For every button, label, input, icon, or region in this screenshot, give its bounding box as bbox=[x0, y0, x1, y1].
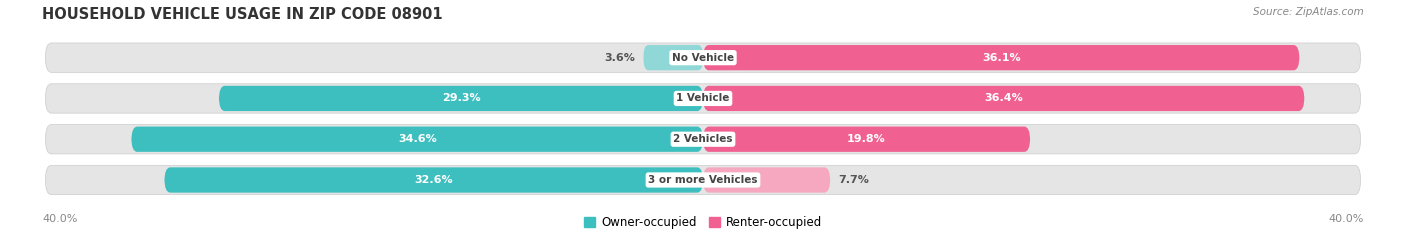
Text: 36.4%: 36.4% bbox=[984, 93, 1024, 103]
Text: 3 or more Vehicles: 3 or more Vehicles bbox=[648, 175, 758, 185]
Legend: Owner-occupied, Renter-occupied: Owner-occupied, Renter-occupied bbox=[583, 216, 823, 230]
Text: 2 Vehicles: 2 Vehicles bbox=[673, 134, 733, 144]
FancyBboxPatch shape bbox=[703, 127, 1031, 152]
Text: 7.7%: 7.7% bbox=[838, 175, 869, 185]
Text: 40.0%: 40.0% bbox=[42, 214, 77, 224]
FancyBboxPatch shape bbox=[45, 124, 1361, 154]
Text: 34.6%: 34.6% bbox=[398, 134, 437, 144]
FancyBboxPatch shape bbox=[703, 86, 1305, 111]
Text: 19.8%: 19.8% bbox=[848, 134, 886, 144]
FancyBboxPatch shape bbox=[703, 167, 830, 193]
FancyBboxPatch shape bbox=[644, 45, 703, 70]
Text: 3.6%: 3.6% bbox=[605, 53, 636, 63]
Text: 36.1%: 36.1% bbox=[981, 53, 1021, 63]
Text: Source: ZipAtlas.com: Source: ZipAtlas.com bbox=[1253, 7, 1364, 17]
FancyBboxPatch shape bbox=[45, 43, 1361, 72]
FancyBboxPatch shape bbox=[703, 45, 1299, 70]
FancyBboxPatch shape bbox=[219, 86, 703, 111]
Text: 1 Vehicle: 1 Vehicle bbox=[676, 93, 730, 103]
FancyBboxPatch shape bbox=[45, 165, 1361, 195]
Text: 32.6%: 32.6% bbox=[415, 175, 453, 185]
FancyBboxPatch shape bbox=[165, 167, 703, 193]
FancyBboxPatch shape bbox=[131, 127, 703, 152]
Text: 40.0%: 40.0% bbox=[1329, 214, 1364, 224]
Text: HOUSEHOLD VEHICLE USAGE IN ZIP CODE 08901: HOUSEHOLD VEHICLE USAGE IN ZIP CODE 0890… bbox=[42, 7, 443, 22]
Text: 29.3%: 29.3% bbox=[441, 93, 481, 103]
Text: No Vehicle: No Vehicle bbox=[672, 53, 734, 63]
FancyBboxPatch shape bbox=[45, 84, 1361, 113]
